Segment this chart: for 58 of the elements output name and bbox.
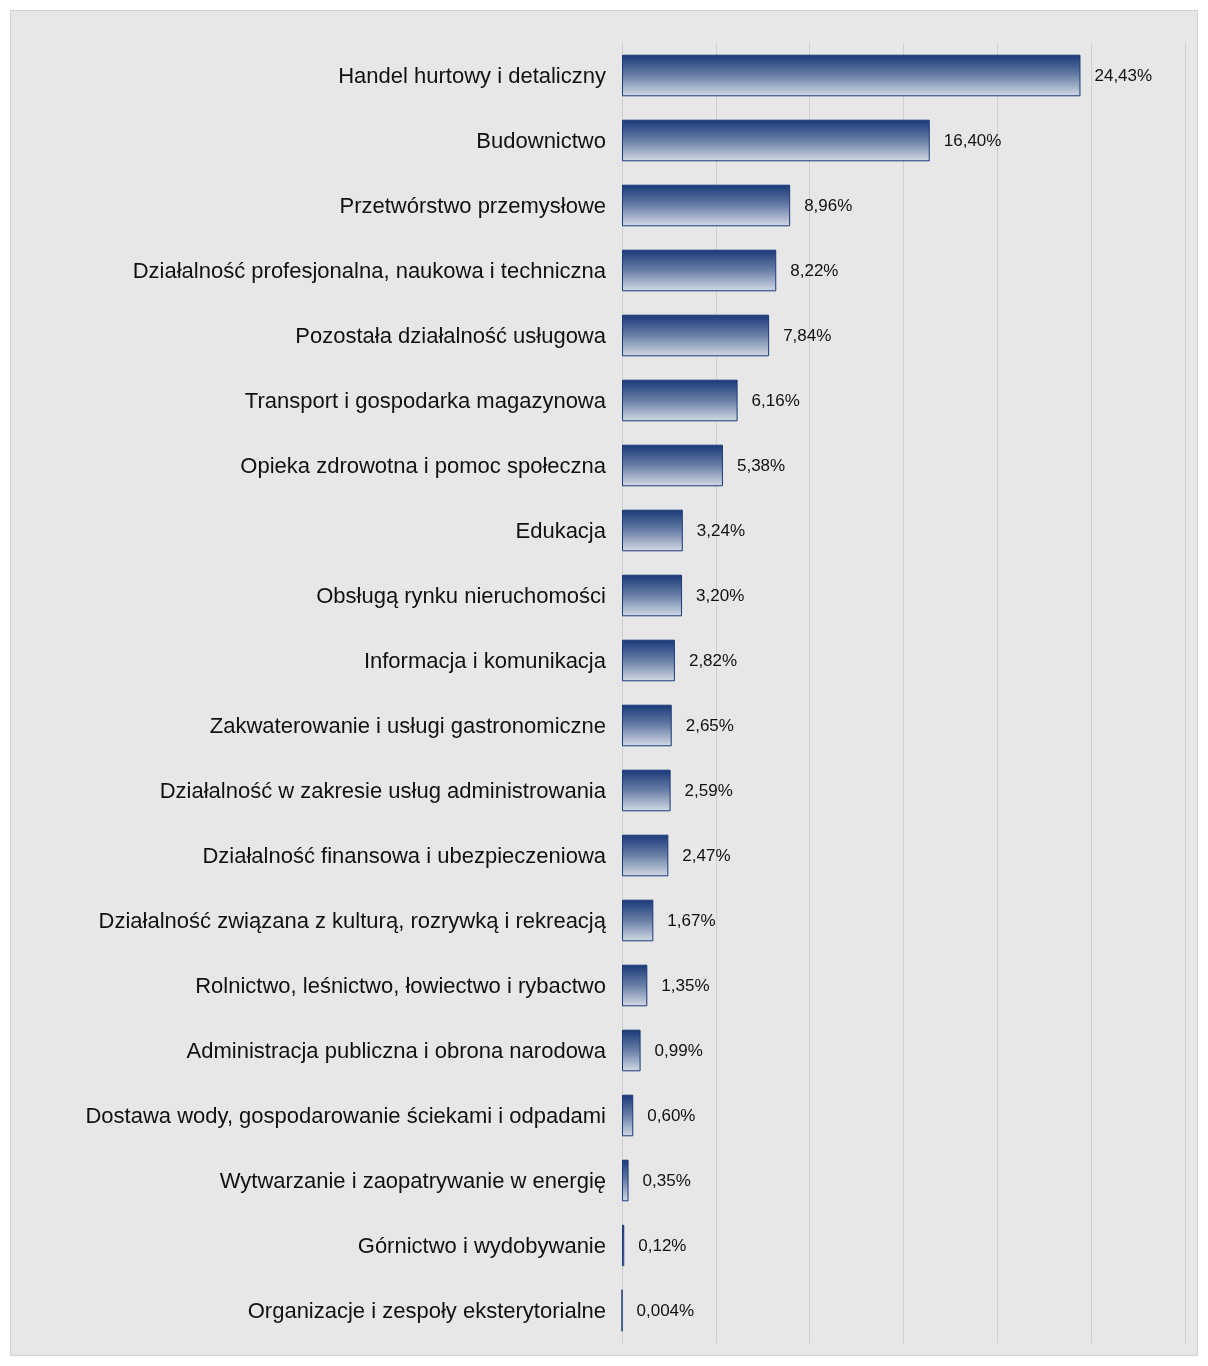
bar: [622, 184, 791, 227]
y-tick-label: Dostawa wody, gospodarowanie ściekami i odpadami: [85, 1103, 606, 1128]
bar: [622, 379, 738, 422]
bar: [622, 1029, 641, 1072]
y-tick-label: Organizacje i zespoły eksterytorialne: [247, 1298, 606, 1323]
data-label: 1,35%: [661, 976, 710, 995]
data-label: 2,65%: [685, 716, 734, 735]
y-tick-label: Działalność profesjonalna, naukowa i techniczna: [132, 258, 607, 283]
data-label: 8,22%: [790, 261, 839, 280]
y-tick-label: Działalność finansowa i ubezpieczeniowa: [202, 843, 607, 868]
data-label: 16,40%: [943, 131, 1002, 150]
data-label: 0,60%: [647, 1106, 696, 1125]
data-label: 0,99%: [654, 1041, 703, 1060]
data-label: 2,59%: [684, 781, 733, 800]
data-label: 24,43%: [1094, 66, 1153, 85]
y-tick-label: Wytwarzanie i zaopatrywanie w energię: [219, 1168, 606, 1193]
data-label: 8,96%: [804, 196, 853, 215]
data-label: 3,24%: [696, 521, 746, 540]
y-tick-label: Przetwórstwo przemysłowe: [339, 193, 606, 218]
data-label: 6,16%: [751, 391, 800, 410]
data-label: 2,82%: [688, 651, 738, 670]
y-tick-label: Budownictwo: [476, 128, 606, 153]
bar: [622, 314, 770, 357]
bar: [622, 964, 648, 1007]
bar: [622, 704, 672, 747]
y-tick-label: Transport i gospodarka magazynowa: [244, 388, 607, 413]
y-tick-label: Górnictwo i wydobywanie: [357, 1233, 606, 1258]
bar: [622, 119, 930, 162]
bar: [622, 249, 777, 292]
y-tick-label: Działalność związana z kulturą, rozrywką i rekreacją: [98, 908, 607, 933]
bar: [622, 834, 669, 877]
data-label: 0,004%: [636, 1301, 695, 1320]
bar: [622, 769, 671, 812]
data-label: 1,67%: [667, 911, 716, 930]
y-tick-label: Działalność w zakresie usług administrowania: [159, 778, 607, 803]
bar: [622, 444, 723, 487]
bar: [622, 1159, 629, 1202]
y-tick-label: Informacja i komunikacja: [363, 648, 607, 673]
data-label: 0,12%: [638, 1236, 687, 1255]
bar: [622, 509, 683, 552]
y-tick-label: Zakwaterowanie i usługi gastronomiczne: [209, 713, 606, 738]
bar: [622, 639, 675, 682]
data-label: 0,35%: [642, 1171, 691, 1190]
y-tick-label: Edukacja: [515, 518, 607, 543]
data-label: 3,20%: [696, 586, 745, 605]
bar: [622, 1094, 634, 1137]
y-tick-label: Pozostała działalność usługowa: [295, 323, 607, 348]
y-tick-label: Administracja publiczna i obrona narodowa: [186, 1038, 607, 1063]
data-label: 7,84%: [783, 326, 832, 345]
y-tick-label: Obsługą rynku nieruchomości: [316, 583, 606, 608]
bar: [622, 54, 1081, 97]
data-label: 5,38%: [736, 456, 786, 475]
bar: [622, 574, 683, 617]
data-label: 2,47%: [682, 846, 731, 865]
bar: [622, 899, 654, 942]
y-tick-label: Handel hurtowy i detaliczny: [338, 63, 606, 88]
y-tick-label: Opieka zdrowotna i pomoc społeczna: [240, 453, 607, 478]
y-tick-label: Rolnictwo, leśnictwo, łowiectwo i rybactwo: [195, 973, 606, 998]
